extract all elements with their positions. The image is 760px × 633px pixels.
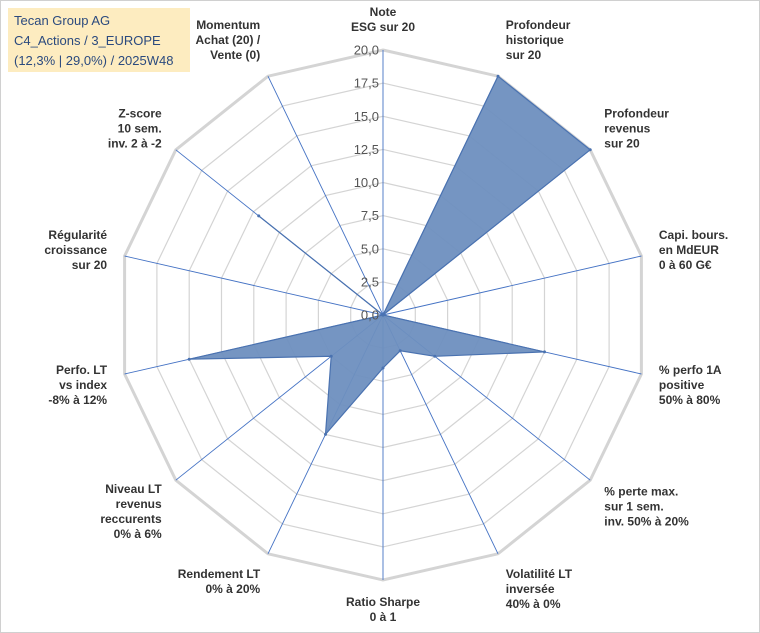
axis-label-line: Capi. bours. (659, 228, 728, 242)
axis-label-line: 0% à 6% (114, 527, 162, 541)
axis-label: Rendement LT 0% à 20% (178, 567, 261, 596)
data-point (543, 350, 546, 354)
axis-label-line: Profondeur (604, 106, 669, 120)
axis-label-line: Profondeur (506, 18, 571, 32)
axis-label: Z-score 10 sem. inv. 2 à -2 (108, 106, 162, 150)
axis-label-line: sur 20 (604, 136, 640, 150)
axis-label-line: en MdEUR (659, 243, 719, 257)
data-point (324, 432, 327, 436)
axis-label-line: % perfo 1A (659, 363, 722, 377)
axis-label: Profondeur historique sur 20 (506, 18, 571, 62)
axis-label-line: 40% à 0% (506, 597, 561, 611)
axis-label: Note ESG sur 20 (351, 5, 415, 34)
data-point (433, 354, 437, 358)
axis-label-line: Achat (20) / (196, 33, 261, 47)
axis-spoke (124, 255, 384, 316)
tick-label: 10,0 (354, 175, 379, 190)
radial-tick-labels: 0,0 2,5 5,0 7,5 10,0 12,5 15,0 17,5 20,0 (354, 43, 379, 323)
axis-label-line: reccurents (100, 512, 162, 526)
stats-label: (12,3% | 29,0%) / 2025W48 (14, 53, 174, 68)
company-name: Tecan Group AG (14, 13, 111, 28)
axis-label-line: revenus (604, 121, 650, 135)
axis-label-line: inv. 2 à -2 (108, 136, 162, 150)
axis-label-line: 0% à 20% (205, 582, 260, 596)
axis-label-line: sur 20 (72, 258, 108, 272)
axis-label-line: Rendement LT (178, 567, 261, 581)
axis-label-line: positive (659, 378, 705, 392)
axis-label-line: 0 à 60 G€ (659, 258, 712, 272)
tick-label: 17,5 (354, 76, 379, 91)
axis-label-line: 0 à 1 (370, 610, 397, 624)
axis-labels: Note ESG sur 20 Profondeur historique sur 20… (44, 5, 728, 624)
portfolio-label: C4_Actions / 3_EUROPE (14, 33, 161, 48)
tick-label: 0,0 (361, 308, 379, 323)
tick-label: 15,0 (354, 109, 379, 124)
axis-label: % perfo 1A positive 50% à 80% (659, 363, 722, 407)
axis-label-line: Régularité (48, 228, 107, 242)
axis-label-line: Volatilité LT (506, 567, 573, 581)
axis-label-line: Note (370, 5, 397, 19)
axis-spoke (382, 255, 642, 316)
axis-label-line: -8% à 12% (48, 393, 107, 407)
axis-label-line: Ratio Sharpe (346, 595, 420, 609)
data-point (329, 354, 333, 358)
info-box: Tecan Group AG C4_Actions / 3_EUROPE (12… (8, 8, 190, 72)
axis-label-line: historique (506, 33, 564, 47)
axis-label: Capi. bours. en MdEUR 0 à 60 G€ (659, 228, 728, 272)
axis-label-line: croissance (44, 243, 107, 257)
axis-label: Ratio Sharpe 0 à 1 (346, 595, 420, 624)
axis-label-line: % perte max. (604, 485, 678, 499)
axis-label-line: 50% à 80% (659, 393, 721, 407)
axis-spoke (382, 314, 499, 554)
series-area (189, 75, 592, 437)
data-point (381, 313, 385, 317)
data-point (496, 74, 500, 78)
axis-spoke (267, 76, 384, 316)
tick-label: 2,5 (361, 274, 379, 289)
axis-label: % perte max. sur 1 sem. inv. 50% à 20% (604, 485, 689, 529)
axis-label-line: revenus (116, 497, 162, 511)
axis-label-line: Perfo. LT (56, 363, 108, 377)
axis-label-line: Niveau LT (105, 482, 162, 496)
data-point (187, 357, 191, 361)
radar-series (187, 74, 592, 437)
data-point (381, 366, 385, 370)
axis-label: Perfo. LT vs index -8% à 12% (48, 363, 107, 407)
axis-label-line: inv. 50% à 20% (604, 515, 689, 529)
axis-label: Niveau LT revenus reccurents 0% à 6% (100, 482, 162, 541)
tick-label: 5,0 (361, 241, 379, 256)
data-point (398, 349, 402, 353)
tick-label: 7,5 (361, 208, 379, 223)
axis-label-line: inversée (506, 582, 555, 596)
axis-label: Régularité croissance sur 20 (44, 228, 107, 272)
axis-label: Momentum Achat (20) / Vente (0) (196, 18, 261, 62)
axis-label-line: Vente (0) (210, 48, 260, 62)
axis-label-line: sur 1 sem. (604, 500, 663, 514)
axis-label-line: Momentum (196, 18, 260, 32)
tick-label: 20,0 (354, 43, 379, 58)
axis-label-line: vs index (59, 378, 107, 392)
data-point (588, 148, 592, 152)
tick-label: 12,5 (354, 142, 379, 157)
axis-label-line: ESG sur 20 (351, 20, 415, 34)
axis-label-line: 10 sem. (118, 121, 162, 135)
axis-label-line: Z-score (118, 106, 162, 120)
axis-label: Volatilité LT inversée 40% à 0% (506, 567, 573, 611)
axis-label: Profondeur revenus sur 20 (604, 106, 669, 150)
data-point (257, 214, 261, 218)
axis-label-line: sur 20 (506, 48, 542, 62)
